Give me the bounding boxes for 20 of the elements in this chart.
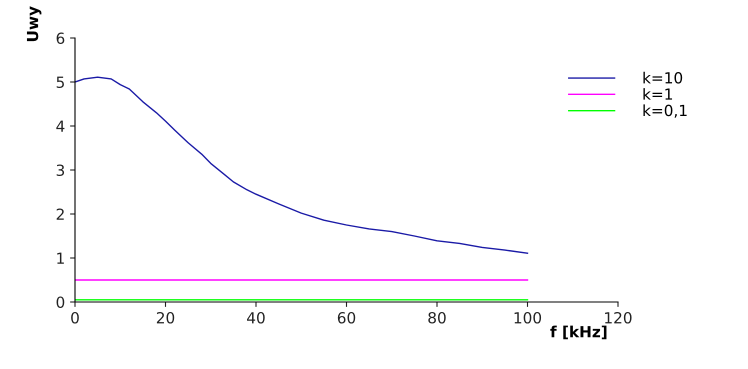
y-tick-label: 0 bbox=[56, 296, 64, 308]
y-tick-label: 3 bbox=[56, 164, 64, 176]
y-axis-title: Uwy bbox=[26, 6, 42, 42]
line-series bbox=[75, 76, 528, 254]
legend-label: k=10 bbox=[643, 72, 682, 84]
x-tick-label: 60 bbox=[338, 312, 356, 324]
x-tick-label: 100 bbox=[514, 312, 542, 324]
legend-label: k=1 bbox=[643, 88, 672, 100]
x-axis-title: f [kHz] bbox=[550, 326, 606, 340]
x-tick-label: 0 bbox=[71, 312, 79, 324]
x-tick-label: 40 bbox=[247, 312, 265, 324]
y-tick-label: 6 bbox=[56, 32, 64, 44]
y-tick-label: 1 bbox=[57, 252, 64, 264]
x-tick-label: 20 bbox=[156, 312, 174, 324]
x-tick-label: 120 bbox=[605, 312, 632, 324]
y-tick-label: 2 bbox=[56, 208, 64, 220]
y-tick-label: 4 bbox=[56, 120, 64, 132]
legend-label: k=0,1 bbox=[643, 104, 687, 118]
x-tick-label: 80 bbox=[428, 312, 446, 324]
y-tick-label: 5 bbox=[56, 76, 64, 88]
